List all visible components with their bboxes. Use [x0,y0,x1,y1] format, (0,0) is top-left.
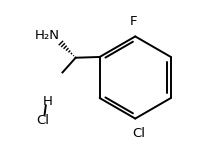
Text: Cl: Cl [36,114,49,127]
Text: H: H [43,95,53,108]
Text: F: F [130,15,138,28]
Text: H₂N: H₂N [35,29,60,42]
Text: Cl: Cl [133,127,146,140]
